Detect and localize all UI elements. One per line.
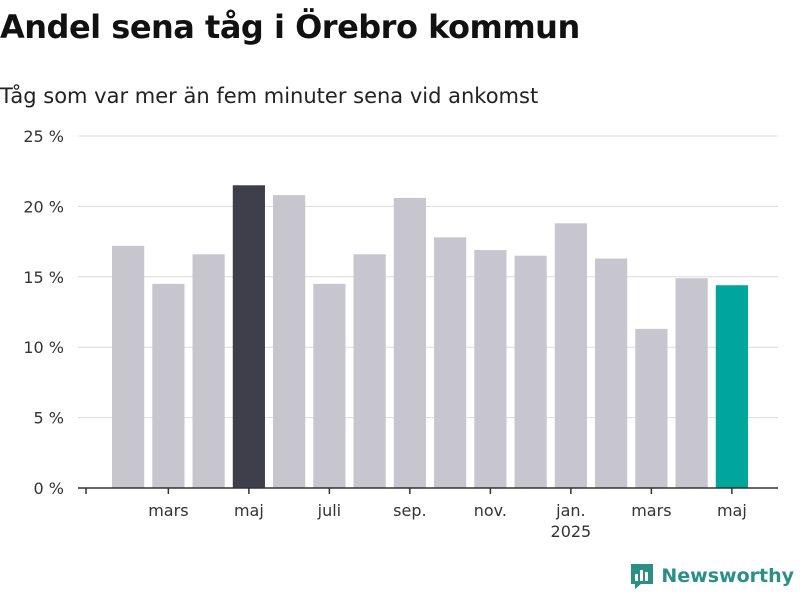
x-tick-label: jan. — [555, 501, 585, 520]
x-tick-label: nov. — [474, 501, 507, 520]
bar — [232, 185, 265, 488]
bar — [353, 254, 386, 488]
y-tick-label: 0 % — [34, 479, 64, 498]
x-tick-label: maj — [234, 501, 264, 520]
x-tick-label: juli — [317, 501, 341, 520]
bar — [273, 195, 306, 489]
x-tick-sublabel: 2025 — [551, 522, 592, 541]
y-tick-label: 20 % — [23, 197, 64, 216]
newsworthy-logo-icon — [631, 564, 654, 589]
bar — [514, 255, 547, 488]
x-tick-label: mars — [148, 501, 188, 520]
bar — [393, 197, 426, 488]
bar — [595, 258, 628, 488]
bar — [474, 250, 507, 488]
bar — [635, 328, 668, 488]
bar — [192, 254, 225, 488]
bar — [434, 237, 467, 488]
bar — [675, 278, 708, 488]
y-tick-label: 15 % — [23, 268, 64, 287]
brand-logo[interactable]: Newsworthy — [629, 562, 794, 590]
y-tick-label: 5 % — [34, 409, 64, 428]
bar — [313, 283, 346, 488]
chart-title: Andel sena tåg i Örebro kommun — [0, 8, 580, 46]
bar — [554, 223, 587, 488]
y-tick-label: 25 % — [23, 127, 64, 146]
bar — [152, 283, 185, 488]
x-tick-label: mars — [631, 501, 671, 520]
chart-subtitle: Tåg som var mer än fem minuter sena vid … — [0, 84, 539, 108]
brand-name: Newsworthy — [661, 565, 794, 587]
x-tick-label: sep. — [393, 501, 426, 520]
bar — [715, 285, 748, 488]
y-tick-label: 10 % — [23, 338, 64, 357]
x-tick-label: maj — [717, 501, 747, 520]
bar — [112, 245, 145, 488]
